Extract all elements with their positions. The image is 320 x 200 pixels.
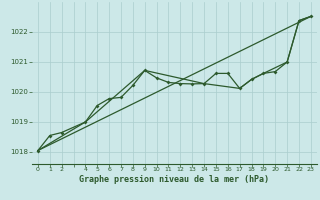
X-axis label: Graphe pression niveau de la mer (hPa): Graphe pression niveau de la mer (hPa)	[79, 175, 269, 184]
